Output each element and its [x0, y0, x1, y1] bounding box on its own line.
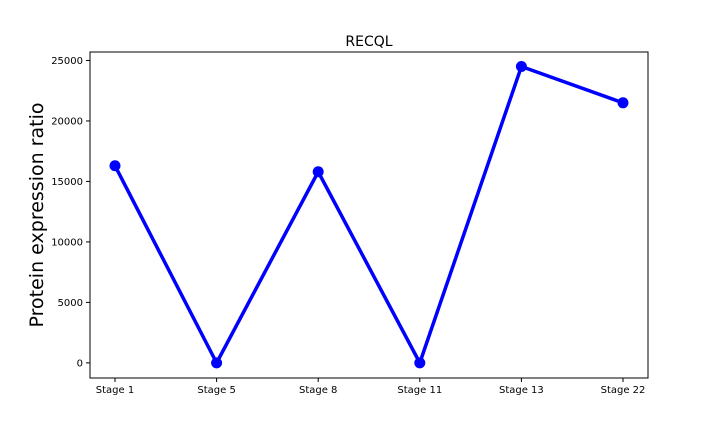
series-group	[109, 61, 629, 369]
x-tick-label: Stage 1	[96, 385, 134, 396]
y-tick-label: 15000	[51, 177, 83, 188]
x-tick-label: Stage 22	[601, 385, 646, 396]
y-tick-label: 0	[77, 358, 83, 369]
y-axis-ticks: 0 5000 10000 15000 20000 25000	[51, 56, 90, 369]
series-line	[113, 64, 624, 365]
y-tick-label: 5000	[58, 298, 83, 309]
plot-area	[89, 51, 649, 379]
chart-title: RECQL	[345, 34, 392, 50]
y-tick-label: 20000	[51, 116, 83, 127]
x-tick-label: Stage 5	[197, 385, 235, 396]
data-point	[109, 160, 121, 172]
y-tick-label: 25000	[51, 56, 83, 67]
data-point	[414, 357, 426, 369]
y-axis-label: Protein expression ratio	[26, 103, 48, 328]
y-tick-label: 10000	[51, 237, 83, 248]
data-point	[515, 61, 527, 73]
x-axis-ticks: Stage 1 Stage 5 Stage 8 Stage 11 Stage 13 Sta…	[96, 378, 646, 396]
x-tick-label: Stage 8	[299, 385, 337, 396]
data-point	[211, 357, 223, 369]
data-point	[617, 97, 629, 109]
x-tick-label: Stage 13	[499, 385, 544, 396]
x-tick-label: Stage 11	[397, 385, 442, 396]
data-point	[312, 166, 324, 178]
